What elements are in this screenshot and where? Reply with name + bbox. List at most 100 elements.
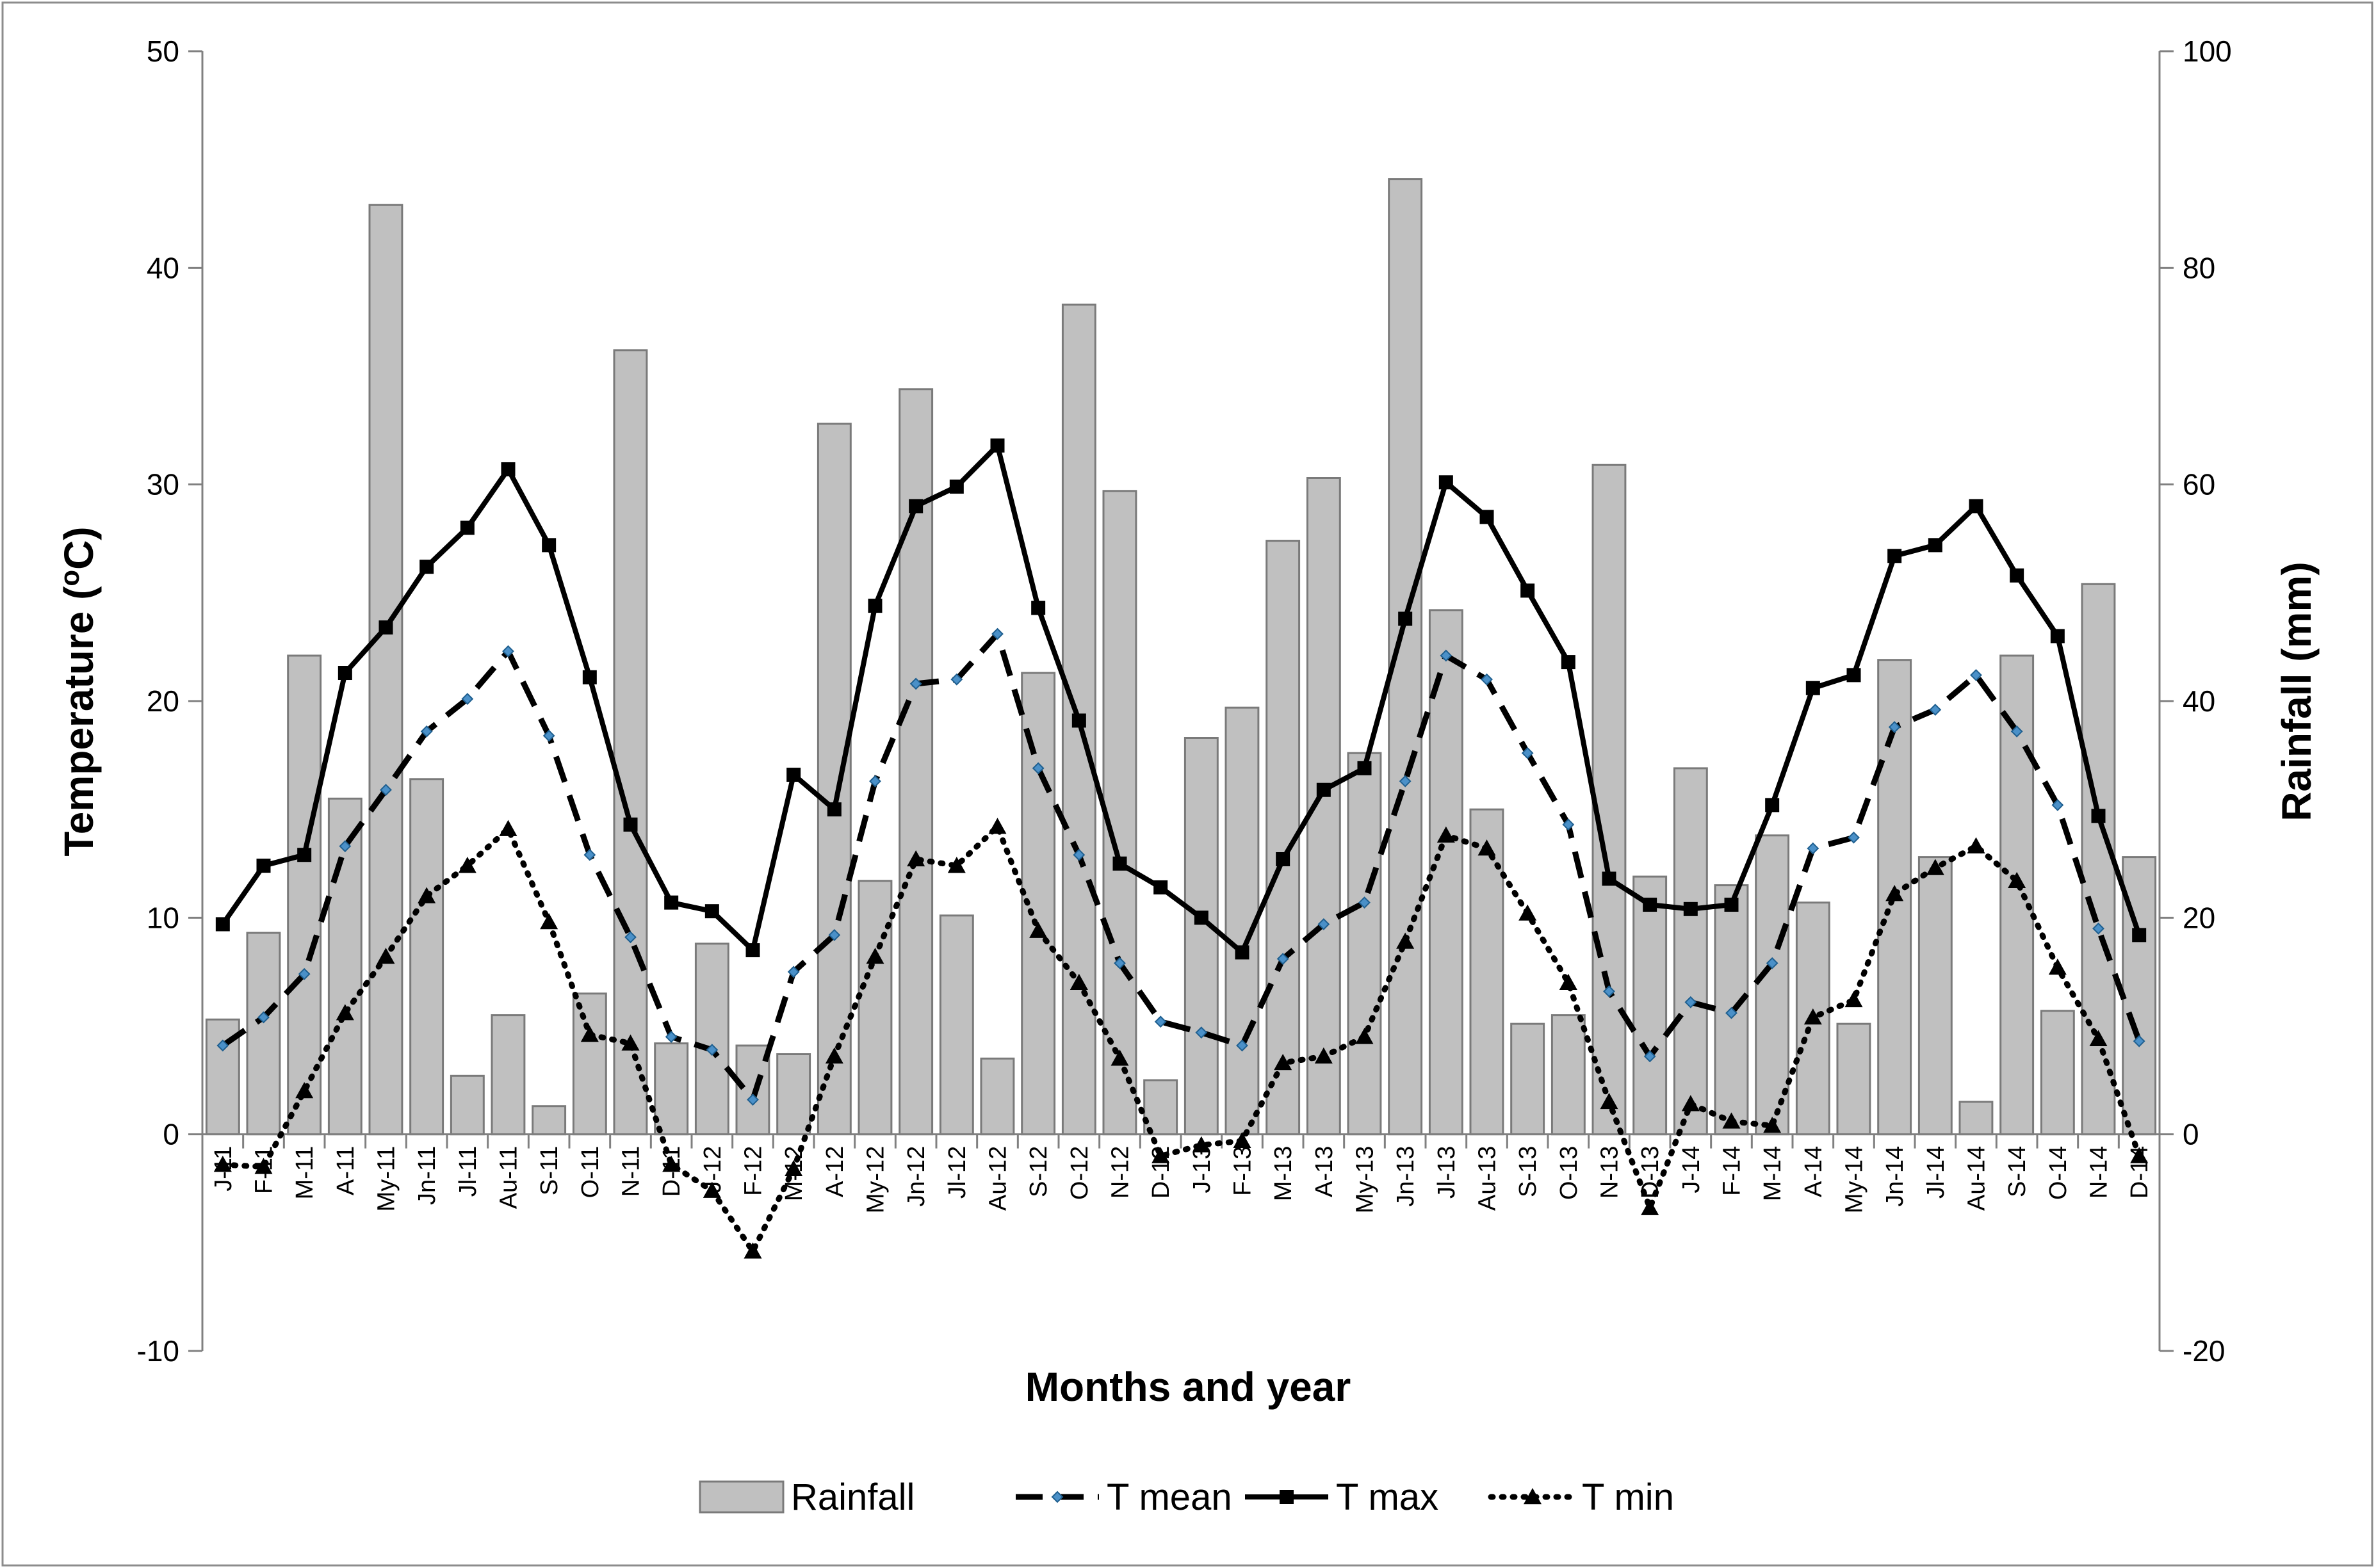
t-max-marker-N-12 [1112, 856, 1127, 871]
t-max-marker-D-13 [1643, 898, 1657, 912]
t-min-marker-N-14 [2089, 1030, 2108, 1046]
t-mean-marker-S-14 [2010, 725, 2023, 738]
legend-marker-t-max [1280, 1490, 1294, 1504]
t-mean-marker-F-14 [1725, 1006, 1737, 1019]
rainfall-bar-My-13 [1347, 752, 1382, 1136]
x-tick-label-Jn-14: Jn-14 [1882, 1146, 1908, 1207]
t-mean-marker-N-11 [624, 931, 637, 944]
t-mean-marker-Au-11 [502, 645, 514, 658]
rainfall-bar-M-12 [776, 1053, 811, 1136]
t-min-marker-O-13 [1559, 973, 1577, 990]
t-max-marker-Jn-14 [1887, 549, 1902, 563]
t-mean-marker-J-11 [216, 1039, 229, 1052]
t-mean-marker-F-13 [1236, 1039, 1248, 1052]
t-max-marker-O-12 [1071, 713, 1086, 728]
t-min-marker-S-14 [2008, 871, 2026, 889]
t-mean-marker-M-14 [1766, 957, 1778, 969]
t-min-marker-Au-13 [1477, 839, 1496, 856]
rainfall-bar-S-13 [1510, 1022, 1545, 1136]
y2-tick-label: -20 [2183, 1334, 2225, 1368]
t-max-marker-S-13 [1520, 583, 1535, 598]
t-mean-marker-S-13 [1521, 747, 1534, 759]
t-min-marker-A-14 [1803, 1008, 1822, 1025]
t-mean-marker-A-14 [1807, 842, 1819, 855]
t-min-marker-D-11 [662, 1156, 681, 1172]
t-max-marker-Au-14 [1969, 499, 1983, 513]
x-tick-label-Jl-13: Jl-13 [1433, 1146, 1460, 1199]
x-tick-label-D-11: D-11 [658, 1146, 685, 1197]
y-tick-label: 20 [147, 684, 179, 718]
y2-tick-label: 40 [2183, 684, 2215, 718]
t-min-marker-My-13 [1355, 1028, 1374, 1044]
t-min-marker-J-11 [213, 1156, 232, 1172]
t-min-marker-D-14 [2130, 1147, 2149, 1163]
rainfall-bar-Jl-12 [939, 914, 974, 1136]
t-min-marker-J-12 [703, 1181, 721, 1198]
t-min-marker-S-13 [1518, 904, 1537, 921]
t-min-marker-Jl-12 [947, 857, 966, 873]
t-max-marker-A-11 [338, 666, 352, 681]
x-tick-label-My-11: My-11 [373, 1146, 400, 1212]
t-mean-marker-J-13 [1195, 1026, 1208, 1039]
t-min-line [220, 823, 2142, 1254]
x-tick-label-My-14: My-14 [1841, 1146, 1868, 1214]
t-min-marker-J-13 [1192, 1136, 1210, 1152]
rainfall-bar-Jn-12 [899, 388, 934, 1136]
t-mean-marker-M-11 [298, 967, 311, 980]
rainfall-bar-F-14 [1714, 884, 1749, 1136]
t-max-marker-N-13 [1602, 871, 1616, 886]
x-tick-label-Au-12: Au-12 [985, 1146, 1012, 1211]
t-min-marker-M-13 [1274, 1054, 1292, 1071]
t-max-marker-My-11 [378, 620, 393, 634]
y2-tick-label: 60 [2183, 468, 2215, 501]
t-mean-marker-A-12 [828, 928, 841, 941]
t-min-marker-F-13 [1233, 1131, 1251, 1149]
x-tick-label-D-12: D-12 [1148, 1146, 1175, 1199]
x-tick-label-J-11: J-11 [210, 1146, 237, 1192]
y2-axis-title: Rainfall (mm) [2274, 562, 2320, 821]
t-min-marker-O-14 [2048, 958, 2067, 975]
rainfall-bar-Au-12 [980, 1057, 1015, 1136]
t-min-marker-Jl-13 [1436, 826, 1455, 843]
rainfall-bar-My-11 [368, 204, 403, 1136]
x-tick-label-J-13: J-13 [1189, 1146, 1216, 1193]
t-mean-marker-M-13 [1276, 953, 1289, 966]
x-tick-label-F-14: F-14 [1719, 1146, 1746, 1196]
t-min-marker-N-13 [1600, 1092, 1618, 1110]
y-tick-label: 10 [147, 901, 179, 934]
t-min-marker-J-14 [1681, 1095, 1700, 1111]
rainfall-bar-O-11 [572, 992, 607, 1136]
y2-tick-label: 0 [2183, 1118, 2199, 1151]
x-tick-label-Jn-13: Jn-13 [1392, 1146, 1419, 1207]
t-mean-marker-My-12 [869, 775, 881, 788]
t-min-marker-N-12 [1111, 1049, 1129, 1066]
x-tick-label-D-14: D-14 [2126, 1146, 2153, 1199]
x-tick-label-N-12: N-12 [1107, 1146, 1134, 1199]
t-min-marker-O-12 [1070, 973, 1088, 990]
t-min-marker-D-13 [1641, 1199, 1659, 1215]
t-max-marker-D-11 [664, 895, 679, 910]
legend-marker-t-min [1524, 1488, 1542, 1505]
y-axis-title-part2: C) [56, 526, 102, 570]
rainfall-bar-Jn-11 [409, 778, 444, 1136]
x-tick-label-N-14: N-14 [2086, 1146, 2113, 1199]
y-axis-title: Temperature (oC) [54, 526, 102, 856]
t-max-marker-Au-12 [990, 438, 1005, 453]
t-max-marker-My-13 [1357, 761, 1372, 775]
x-tick-label-D-13: D-13 [1637, 1146, 1664, 1199]
rainfall-bar-F-13 [1225, 706, 1260, 1136]
t-min-marker-My-12 [866, 948, 884, 964]
t-min-marker-M-11 [295, 1082, 314, 1099]
t-max-marker-F-13 [1235, 945, 1249, 960]
y-tick-label: 40 [147, 251, 179, 284]
t-mean-marker-S-11 [542, 729, 555, 742]
t-min-marker-A-12 [825, 1047, 843, 1064]
t-max-marker-O-14 [2050, 629, 2065, 643]
x-tick-label-A-13: A-13 [1311, 1146, 1338, 1197]
rainfall-bar-J-13 [1184, 737, 1219, 1136]
t-mean-marker-N-13 [1603, 985, 1615, 998]
x-tick-label-O-11: O-11 [577, 1146, 604, 1199]
t-mean-marker-Au-14 [1970, 668, 1982, 681]
y2-tick-label: 100 [2183, 35, 2232, 68]
t-min-marker-Jn-14 [1885, 885, 1904, 901]
